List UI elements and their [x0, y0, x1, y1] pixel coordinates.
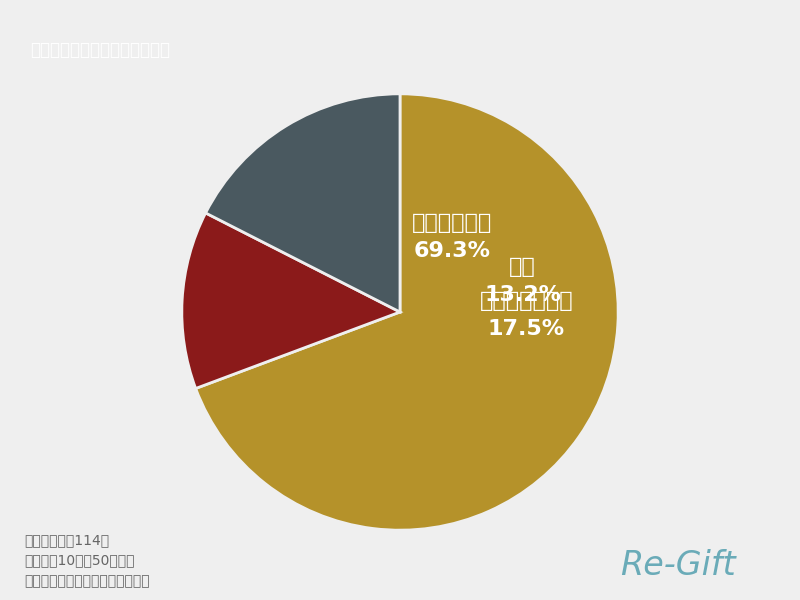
Wedge shape — [196, 94, 618, 530]
Text: 失礼
13.2%: 失礼 13.2% — [484, 257, 562, 305]
Text: どちらでもない
17.5%: どちらでもない 17.5% — [480, 291, 574, 339]
Wedge shape — [182, 213, 400, 388]
Text: 失礼ではない
69.3%: 失礼ではない 69.3% — [412, 212, 492, 260]
Text: シャトレーゼは手土産に失礼？: シャトレーゼは手土産に失礼？ — [30, 40, 170, 58]
Text: Re-Gift: Re-Gift — [620, 549, 736, 582]
Text: ・調査人数：114名
・対象：10代～50代男女
・調査方法：独自アンケート調査: ・調査人数：114名 ・対象：10代～50代男女 ・調査方法：独自アンケート調査 — [24, 533, 150, 588]
Wedge shape — [206, 94, 400, 312]
